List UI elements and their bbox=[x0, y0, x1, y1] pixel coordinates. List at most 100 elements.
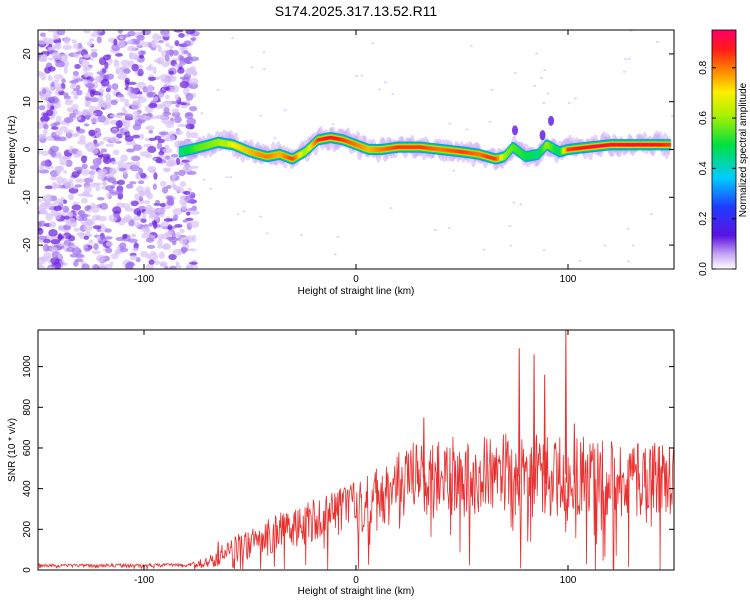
spectrogram-noise-cell bbox=[189, 264, 199, 269]
ridge-cell bbox=[405, 145, 408, 149]
spectrogram-speckle bbox=[236, 213, 240, 216]
chart-title: S174.2025.317.13.52.R11 bbox=[275, 3, 438, 19]
spectrogram-noise-cell bbox=[120, 217, 131, 223]
ridge-cell bbox=[187, 146, 191, 154]
spectrogram-noise-cell bbox=[38, 265, 46, 269]
spectrogram-noise-cell bbox=[116, 114, 123, 119]
ridge-cell bbox=[359, 144, 362, 149]
spectrogram-speckle bbox=[391, 93, 395, 96]
spectrogram-noise-cell bbox=[157, 61, 164, 65]
spectrogram-noise-cell bbox=[72, 70, 79, 76]
spectrogram-speckle bbox=[513, 72, 517, 75]
ridge-cell bbox=[451, 149, 454, 153]
ridge-cell bbox=[668, 143, 671, 147]
spectrogram-noise-cell bbox=[53, 183, 63, 189]
spectrogram-noise-cell bbox=[179, 228, 185, 234]
snr-line bbox=[38, 433, 674, 570]
ridge-cell bbox=[447, 148, 450, 152]
ridge-cell bbox=[330, 136, 333, 140]
spectrogram-noise-cell bbox=[105, 143, 115, 148]
ridge-cell bbox=[521, 150, 524, 158]
ridge-cell bbox=[397, 145, 400, 149]
ridge-cell bbox=[538, 148, 542, 157]
spectrogram-noise-cell bbox=[135, 161, 141, 167]
ridge-cell bbox=[584, 145, 587, 150]
spectrogram-noise-cell bbox=[115, 236, 125, 242]
spectrogram-noise-cell bbox=[74, 258, 84, 263]
ridge-cell bbox=[274, 152, 277, 158]
spectrogram-noise-cell bbox=[80, 60, 91, 68]
ridge-cell bbox=[385, 147, 388, 151]
spectrogram-noise-cell bbox=[73, 227, 81, 232]
spectrogram-noise-cell bbox=[179, 81, 189, 89]
ridge-cell bbox=[613, 143, 617, 147]
spectrogram-noise-cell bbox=[177, 123, 188, 128]
spectrogram-noise-cell bbox=[159, 180, 167, 187]
ridge-cell bbox=[374, 147, 378, 152]
ridge-cell bbox=[369, 147, 372, 152]
ridge-cell bbox=[541, 146, 544, 153]
ridge-cell bbox=[331, 136, 334, 140]
spectrogram-noise-cell bbox=[105, 185, 114, 191]
ridge-cell bbox=[190, 146, 193, 153]
spectrogram-noise-cell bbox=[138, 133, 145, 140]
spectrogram-noise-cell bbox=[110, 129, 118, 134]
spectrogram-noise-cell bbox=[180, 195, 186, 199]
spectrogram-noise-cell bbox=[89, 182, 99, 188]
spectrogram-noise-cell bbox=[138, 69, 144, 74]
y-tick-label: -10 bbox=[22, 190, 33, 205]
spectrogram-speckle bbox=[508, 225, 512, 228]
spectrogram-noise-cell bbox=[43, 238, 51, 244]
x-tick-label: -100 bbox=[134, 575, 154, 586]
spectrogram-noise-cell bbox=[126, 81, 137, 85]
ridge-cell bbox=[508, 147, 511, 155]
ridge-cell bbox=[368, 147, 371, 152]
ridge-cell bbox=[645, 143, 648, 147]
spectrogram-noise-cell bbox=[135, 172, 140, 180]
ridge-cell bbox=[564, 147, 567, 153]
spectrogram-noise-cell bbox=[185, 123, 195, 130]
ridge-cell bbox=[214, 139, 217, 147]
spectrogram-speckle bbox=[509, 244, 513, 247]
spectrogram-speckle bbox=[626, 227, 630, 230]
spectrogram-noise-cell bbox=[159, 202, 166, 208]
spectrogram-noise-cell bbox=[105, 97, 113, 106]
ridge-cell bbox=[337, 137, 341, 141]
spectrogram-noise-cell bbox=[132, 123, 142, 131]
ridge-cell bbox=[610, 143, 613, 147]
spectrogram-noise-cell bbox=[50, 202, 56, 207]
ridge-cell bbox=[439, 147, 442, 152]
spectrogram-noise-cell bbox=[47, 46, 57, 51]
ridge-cell bbox=[234, 143, 238, 149]
ridge-cell bbox=[504, 152, 507, 159]
spectrogram-noise-cell bbox=[137, 94, 143, 100]
ridge-cell bbox=[629, 143, 632, 147]
spectrogram-y-label: Frequency (Hz) bbox=[7, 116, 18, 185]
spectrogram-noise-cell bbox=[130, 200, 139, 207]
ridge-cell bbox=[442, 148, 445, 152]
ridge-cell bbox=[213, 140, 216, 147]
ridge-cell bbox=[365, 146, 369, 152]
spectrogram-noise-cell bbox=[82, 54, 92, 58]
spectrogram-noise-cell bbox=[175, 157, 181, 166]
ridge-cell bbox=[308, 145, 311, 150]
spectrogram-noise-cell bbox=[112, 206, 122, 214]
ridge-cell bbox=[463, 150, 467, 154]
ridge-cell bbox=[428, 146, 431, 150]
spectrogram-noise-cell bbox=[143, 41, 150, 48]
spectrogram-speckle bbox=[378, 88, 382, 91]
ridge-cell bbox=[537, 149, 540, 159]
spectrogram-noise-cell bbox=[145, 237, 154, 243]
ridge-cell bbox=[414, 145, 417, 149]
spectrogram-noise-cell bbox=[165, 42, 170, 48]
spectrogram-noise-cell bbox=[182, 219, 189, 223]
spectrogram-noise-cell bbox=[65, 159, 73, 168]
spectrogram-noise-cell bbox=[148, 76, 157, 81]
spectrogram-speckle bbox=[259, 215, 263, 218]
spectrogram-noise-cell bbox=[80, 197, 88, 204]
ridge-cell bbox=[360, 144, 364, 150]
spectrogram-speckle bbox=[649, 212, 653, 215]
spectrogram-noise-cell bbox=[130, 233, 137, 238]
spectrogram-speckle bbox=[603, 244, 607, 247]
spectrogram-noise-cell bbox=[136, 210, 142, 217]
